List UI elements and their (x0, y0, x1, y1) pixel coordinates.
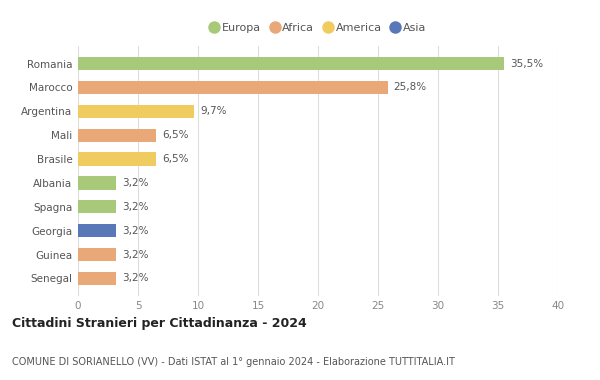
Text: 35,5%: 35,5% (510, 59, 543, 68)
Text: 3,2%: 3,2% (122, 178, 149, 188)
Bar (78, 248, 116, 261)
Text: 3,2%: 3,2% (122, 274, 149, 283)
Bar (78, 81, 388, 94)
Text: Cittadini Stranieri per Cittadinanza - 2024: Cittadini Stranieri per Cittadinanza - 2… (12, 317, 307, 330)
Bar (78, 128, 156, 142)
Bar (78, 57, 504, 70)
Legend: Europa, Africa, America, Asia: Europa, Africa, America, Asia (205, 19, 431, 38)
Text: 6,5%: 6,5% (162, 130, 188, 140)
Text: 9,7%: 9,7% (200, 106, 227, 116)
Text: 3,2%: 3,2% (122, 226, 149, 236)
Bar (78, 224, 116, 237)
Text: 3,2%: 3,2% (122, 250, 149, 260)
Bar (78, 105, 194, 118)
Bar (78, 200, 116, 214)
Text: COMUNE DI SORIANELLO (VV) - Dati ISTAT al 1° gennaio 2024 - Elaborazione TUTTITA: COMUNE DI SORIANELLO (VV) - Dati ISTAT a… (12, 357, 455, 367)
Bar (78, 272, 116, 285)
Text: 6,5%: 6,5% (162, 154, 188, 164)
Text: 3,2%: 3,2% (122, 202, 149, 212)
Bar (78, 152, 156, 166)
Bar (78, 176, 116, 190)
Text: 25,8%: 25,8% (394, 82, 427, 92)
